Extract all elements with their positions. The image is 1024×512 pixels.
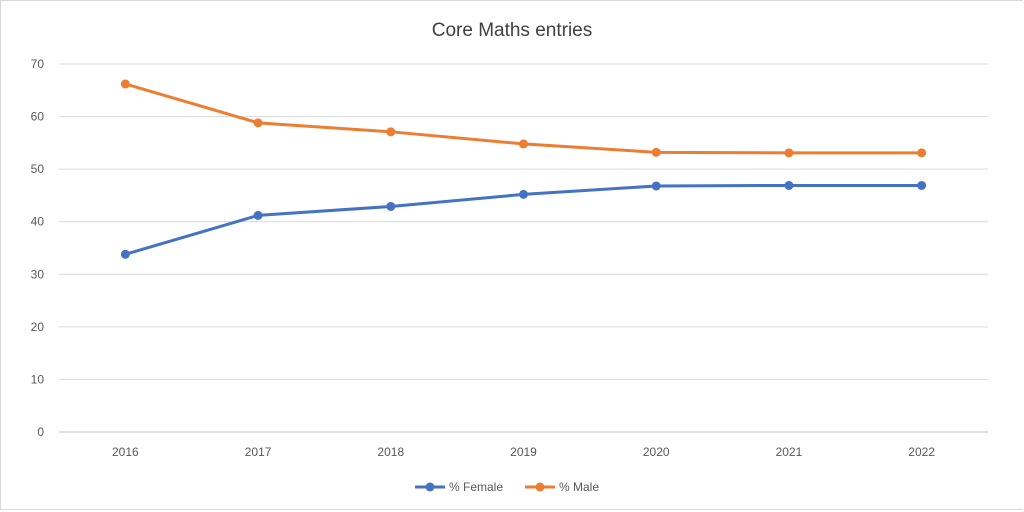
data-point	[120, 249, 130, 259]
y-tick-label: 50	[31, 162, 45, 176]
x-tick-label: 2016	[112, 445, 139, 459]
data-point	[253, 210, 263, 220]
data-point	[784, 180, 794, 190]
legend-marker	[425, 482, 435, 492]
chart-title: Core Maths entries	[432, 20, 593, 41]
y-tick-label: 0	[37, 425, 44, 439]
data-point	[519, 189, 528, 199]
legend-item: % Male	[525, 480, 599, 494]
y-tick-label: 70	[31, 57, 45, 71]
legend-marker	[535, 482, 545, 492]
x-tick-label: 2021	[776, 445, 803, 459]
data-point	[253, 118, 263, 128]
data-point	[386, 127, 396, 137]
data-point	[784, 148, 794, 158]
x-tick-label: 2022	[908, 445, 935, 459]
y-tick-label: 60	[31, 110, 45, 124]
data-point	[917, 148, 927, 158]
y-tick-label: 30	[31, 267, 45, 281]
legend-item: % Female	[415, 480, 503, 494]
x-tick-label: 2018	[377, 445, 404, 459]
data-point	[120, 79, 130, 89]
y-tick-label: 20	[31, 320, 45, 334]
legend-label: % Female	[449, 480, 503, 494]
x-tick-label: 2019	[510, 445, 537, 459]
y-tick-label: 10	[31, 372, 45, 386]
data-point	[651, 147, 661, 157]
x-tick-label: 2017	[245, 445, 272, 459]
data-point	[651, 181, 661, 191]
data-point	[386, 201, 396, 211]
x-tick-label: 2020	[643, 445, 670, 459]
legend-label: % Male	[559, 480, 599, 494]
data-point	[519, 139, 528, 149]
data-point	[917, 180, 927, 190]
y-tick-label: 40	[31, 215, 45, 229]
